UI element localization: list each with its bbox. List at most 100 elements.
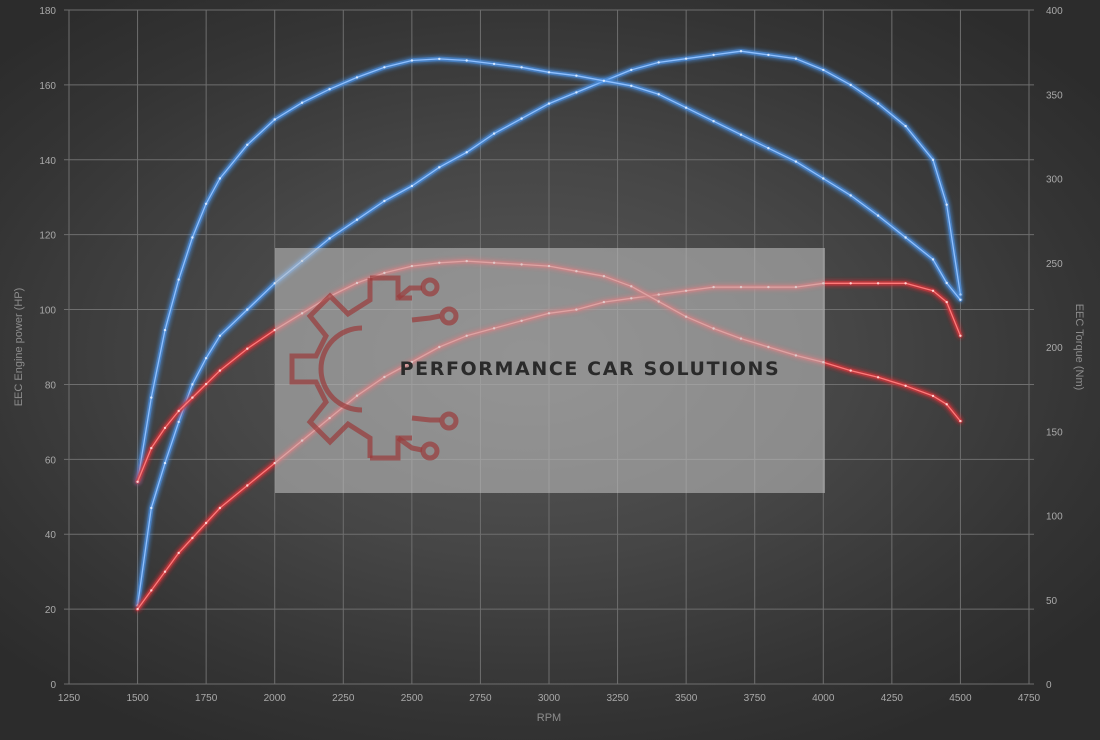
data-point — [849, 282, 852, 285]
y2-tick-label: 0 — [1046, 680, 1052, 691]
data-point — [712, 53, 715, 57]
data-point — [547, 71, 551, 74]
data-point — [904, 384, 907, 387]
y-tick-label: 0 — [50, 680, 56, 691]
x-tick-label: 1250 — [58, 693, 81, 704]
data-point — [383, 66, 386, 69]
data-point — [630, 68, 633, 72]
data-point — [465, 59, 468, 62]
x-tick-label: 2250 — [332, 693, 355, 704]
x-tick-label: 1750 — [195, 693, 218, 704]
data-point — [904, 282, 907, 285]
data-point — [931, 258, 935, 261]
data-point — [822, 177, 825, 180]
y2-axis-title: EEC Torque (Nm) — [1073, 304, 1085, 391]
grid — [64, 9, 1034, 685]
watermark-box — [275, 248, 825, 493]
y-tick-label: 180 — [39, 6, 56, 17]
data-point — [547, 102, 551, 105]
data-point — [177, 420, 180, 424]
x-axis-title: RPM — [537, 712, 561, 724]
data-point — [767, 53, 770, 57]
data-point — [163, 328, 167, 332]
data-point — [945, 403, 948, 406]
y2-tick-label: 350 — [1046, 90, 1063, 101]
data-point — [204, 521, 208, 525]
data-point — [191, 236, 194, 239]
y-axis-title: EEC Engine power (HP) — [13, 288, 25, 407]
data-point — [904, 124, 907, 128]
data-point — [150, 589, 153, 592]
data-point — [739, 133, 743, 136]
data-point — [959, 293, 962, 296]
data-point — [794, 57, 798, 60]
data-point — [931, 394, 935, 398]
data-point — [355, 218, 359, 221]
data-point — [684, 106, 688, 109]
data-point — [163, 426, 167, 430]
data-point — [410, 184, 414, 188]
data-point — [177, 409, 180, 413]
data-point — [492, 62, 496, 66]
y-tick-label: 80 — [45, 380, 57, 391]
y-tick-label: 60 — [45, 455, 57, 466]
y-tick-label: 120 — [39, 231, 56, 242]
data-point — [931, 158, 935, 161]
x-tick-label: 3000 — [538, 693, 561, 704]
data-point — [218, 177, 222, 180]
data-point — [945, 281, 948, 285]
y2-tick-label: 200 — [1046, 343, 1063, 354]
data-point — [904, 236, 907, 239]
data-point — [136, 480, 139, 483]
data-point — [355, 76, 359, 79]
y-tick-label: 20 — [45, 605, 57, 616]
data-point — [204, 357, 208, 360]
data-point — [177, 278, 180, 281]
y2-tick-label: 100 — [1046, 512, 1063, 523]
y2-tick-label: 250 — [1046, 259, 1063, 270]
y2-tick-label: 50 — [1046, 596, 1058, 607]
data-point — [300, 101, 304, 104]
x-tick-label: 4000 — [812, 693, 835, 704]
data-point — [438, 166, 441, 169]
data-point — [246, 484, 249, 487]
data-point — [520, 66, 523, 69]
x-tick-label: 2750 — [469, 693, 492, 704]
x-tick-label: 4500 — [949, 693, 972, 704]
data-point — [273, 118, 276, 121]
data-point — [876, 376, 880, 379]
data-point — [410, 59, 414, 62]
data-point — [136, 607, 139, 611]
axes: RPM EEC Engine power (HP) EEC Torque (Nm… — [13, 6, 1085, 724]
data-point — [191, 383, 194, 386]
data-point — [150, 506, 153, 510]
series-2 — [135, 56, 963, 485]
data-point — [794, 160, 798, 163]
data-point — [822, 68, 825, 72]
data-point — [218, 369, 222, 372]
data-point — [520, 117, 523, 120]
data-point — [177, 551, 180, 555]
data-point — [246, 143, 249, 146]
data-point — [959, 334, 962, 337]
data-point — [191, 536, 194, 540]
data-point — [876, 282, 880, 285]
data-point — [630, 84, 633, 88]
data-point — [712, 120, 715, 123]
x-tick-label: 1500 — [126, 693, 149, 704]
data-point — [657, 93, 660, 96]
data-point — [876, 102, 880, 105]
y2-tick-label: 150 — [1046, 427, 1063, 438]
x-tick-label: 2500 — [401, 693, 424, 704]
watermark: PERFORMANCE CAR SOLUTIONS — [275, 248, 825, 493]
data-point — [575, 91, 578, 94]
data-point — [849, 83, 852, 87]
data-point — [575, 74, 578, 77]
y-tick-label: 140 — [39, 156, 56, 167]
data-point — [959, 419, 962, 423]
data-point — [876, 214, 880, 217]
x-tick-label: 4250 — [881, 693, 904, 704]
data-point — [246, 347, 249, 350]
data-point — [767, 147, 770, 150]
